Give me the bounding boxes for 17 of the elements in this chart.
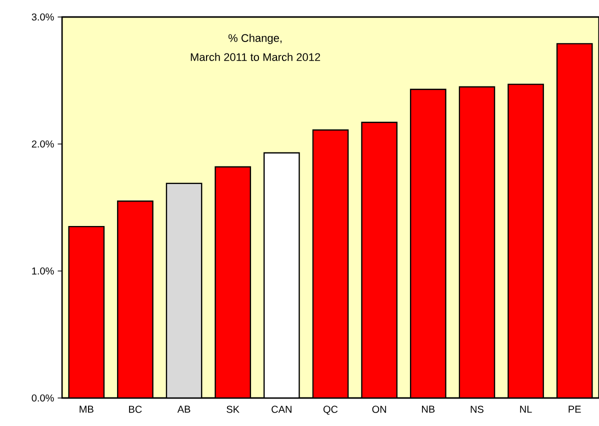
x-tick-label: QC bbox=[323, 406, 338, 415]
y-tick-label: 0.0% bbox=[32, 394, 54, 402]
x-tick-label: PE bbox=[568, 406, 581, 413]
x-tick-label: NB bbox=[422, 406, 435, 413]
x-tick-label: ON bbox=[372, 406, 386, 413]
annotation: March 2011 to March 2012 bbox=[190, 52, 320, 61]
x-tick-label: NS bbox=[470, 406, 484, 413]
y-tick-label: 3.0% bbox=[32, 13, 54, 21]
x-tick-label: MB bbox=[80, 406, 94, 413]
x-tick-label: CAN bbox=[272, 406, 292, 413]
annotation: % Change, bbox=[228, 34, 282, 44]
x-tick-label: BC bbox=[129, 406, 142, 413]
y-tick-label: 1.0% bbox=[32, 267, 54, 275]
x-tick-label: SK bbox=[226, 406, 240, 413]
y-tick-label: 2.0% bbox=[32, 140, 54, 148]
x-tick-label: NL bbox=[520, 406, 532, 413]
x-tick-label: AB bbox=[177, 406, 190, 413]
